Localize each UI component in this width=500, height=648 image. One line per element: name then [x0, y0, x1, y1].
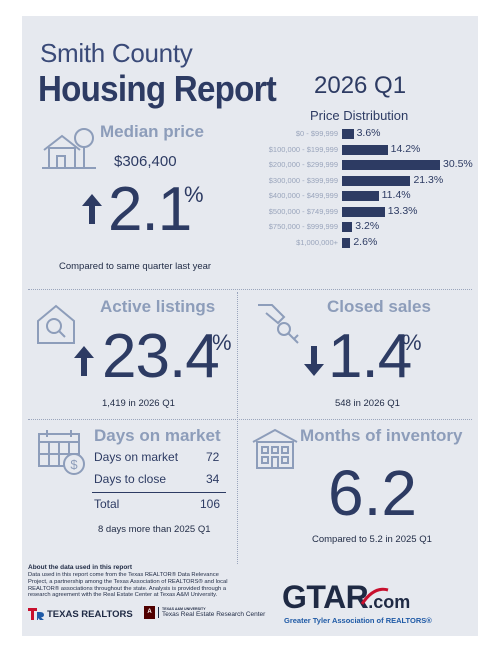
price-row-value: 14.2%	[390, 142, 421, 155]
arrow-down-icon	[304, 346, 324, 376]
arrow-up-icon	[74, 346, 94, 376]
gtar-swoosh-icon	[360, 584, 390, 612]
dom-row-label: Days on market	[94, 450, 179, 464]
calendar-dollar-icon: $	[36, 428, 88, 478]
tamu-logo: A TEXAS A&M UNIVERSITY Texas Real Estate…	[144, 606, 265, 619]
price-row-bar	[342, 237, 351, 248]
tamu-university-text: TEXAS A&M UNIVERSITY	[162, 607, 206, 611]
price-distribution-title: Price Distribution	[310, 108, 409, 123]
county-title: Smith County	[40, 38, 193, 68]
price-row-label: $100,000 - $199,999	[268, 144, 338, 154]
price-row-value: 21.3%	[413, 173, 444, 186]
texas-realtors-logo: TEXAS REALTORS	[28, 608, 133, 620]
price-row: $400,000 - $499,999 11.4%	[222, 189, 472, 203]
active-listings-unit: %	[212, 330, 232, 355]
texas-realtors-text: TEXAS REALTORS	[47, 608, 133, 620]
gtar-tagline: Greater Tyler Association of REALTORS®	[284, 616, 432, 625]
total-label: Total	[94, 497, 120, 511]
days-on-market-caption: 8 days more than 2025 Q1	[98, 524, 211, 535]
about-title: About the data used in this report	[28, 564, 133, 571]
closed-sales-caption: 548 in 2026 Q1	[335, 398, 400, 409]
tamu-center-text: Texas Real Estate Research Center	[162, 611, 266, 618]
price-row-bar	[342, 144, 388, 155]
divider-vertical	[237, 292, 238, 564]
price-row-label: $500,000 - $749,999	[268, 206, 338, 216]
active-listings-title: Active listings	[100, 297, 216, 316]
median-price-title: Median price	[100, 122, 204, 141]
texas-realtors-mark-icon	[28, 608, 44, 620]
price-row: $500,000 - $749,999 13.3%	[222, 204, 472, 219]
price-row-bar	[342, 160, 440, 170]
price-row-value: 30.5%	[443, 158, 473, 170]
price-row-value: 3.2%	[355, 220, 380, 232]
total-divider	[92, 492, 226, 493]
price-row: $1,000,000+ 2.6%	[222, 235, 472, 250]
active-listings-change: 23.4	[102, 322, 220, 391]
price-row-value: 11.4%	[381, 189, 411, 201]
divider-middle	[28, 419, 472, 420]
price-row: $100,000 - $199,999 14.2%	[222, 142, 472, 157]
price-row: $0 - $99,999 3.6%	[222, 127, 472, 141]
median-price-amount: $306,400	[114, 153, 177, 170]
tamu-mark-icon: A	[144, 606, 155, 619]
house-tree-icon	[40, 126, 98, 172]
quarter-label: 2026 Q1	[314, 72, 407, 99]
closed-sales-unit: %	[402, 330, 422, 355]
divider-top	[28, 289, 472, 290]
dtc-row-label: Days to close	[94, 472, 167, 486]
price-row-label: $750,000 - $999,999	[268, 222, 338, 231]
closed-sales-change: 1.4	[328, 322, 412, 391]
price-row-label: $200,000 - $299,999	[268, 160, 338, 169]
median-price-change: 2.1	[108, 175, 192, 244]
months-inventory-value: 6.2	[328, 457, 417, 529]
price-row: $300,000 - $399,999 21.3%	[222, 173, 472, 188]
median-price-unit: %	[184, 182, 204, 207]
hand-key-icon	[254, 299, 304, 345]
price-row-bar	[342, 206, 385, 217]
months-inventory-caption: Compared to 5.2 in 2025 Q1	[312, 534, 432, 545]
gtar-com-text: .com	[368, 592, 411, 612]
price-row-bar	[342, 222, 353, 232]
about-text: Data used in this report come from the T…	[28, 572, 228, 599]
price-row-label: $0 - $99,999	[295, 129, 338, 138]
dtc-row-value: 34	[206, 472, 220, 486]
magnifier-house-icon	[34, 301, 78, 347]
active-listings-caption: 1,419 in 2026 Q1	[102, 398, 175, 409]
price-row-value: 3.6%	[356, 127, 381, 139]
price-row: $200,000 - $299,999 30.5%	[222, 158, 473, 172]
price-row-label: $400,000 - $499,999	[268, 191, 338, 200]
median-price-caption: Compared to same quarter last year	[59, 261, 212, 272]
arrow-up-icon	[82, 194, 102, 224]
price-row-value: 2.6%	[353, 235, 378, 248]
price-row-bar	[342, 129, 354, 139]
price-row-label: $1,000,000+	[296, 237, 338, 247]
dom-row-value: 72	[206, 450, 220, 464]
report-title: Housing Report	[38, 68, 277, 109]
closed-sales-title: Closed sales	[327, 297, 431, 316]
months-inventory-title: Months of inventory	[300, 426, 463, 445]
building-icon	[250, 426, 300, 470]
price-row-value: 13.3%	[387, 204, 418, 217]
gtar-logo-text: GTAR	[282, 579, 369, 615]
report-page: Smith County Housing Report 2026 Q1 Pric…	[22, 16, 478, 636]
total-value: 106	[200, 497, 221, 511]
gtar-logo: GTAR .com	[282, 579, 410, 616]
price-row-bar	[342, 191, 379, 201]
price-row-bar	[342, 175, 411, 186]
days-on-market-title: Days on market	[94, 426, 221, 445]
price-row-label: $300,000 - $399,999	[268, 175, 338, 185]
svg-text:$: $	[70, 457, 78, 472]
price-row: $750,000 - $999,999 3.2%	[222, 220, 472, 234]
